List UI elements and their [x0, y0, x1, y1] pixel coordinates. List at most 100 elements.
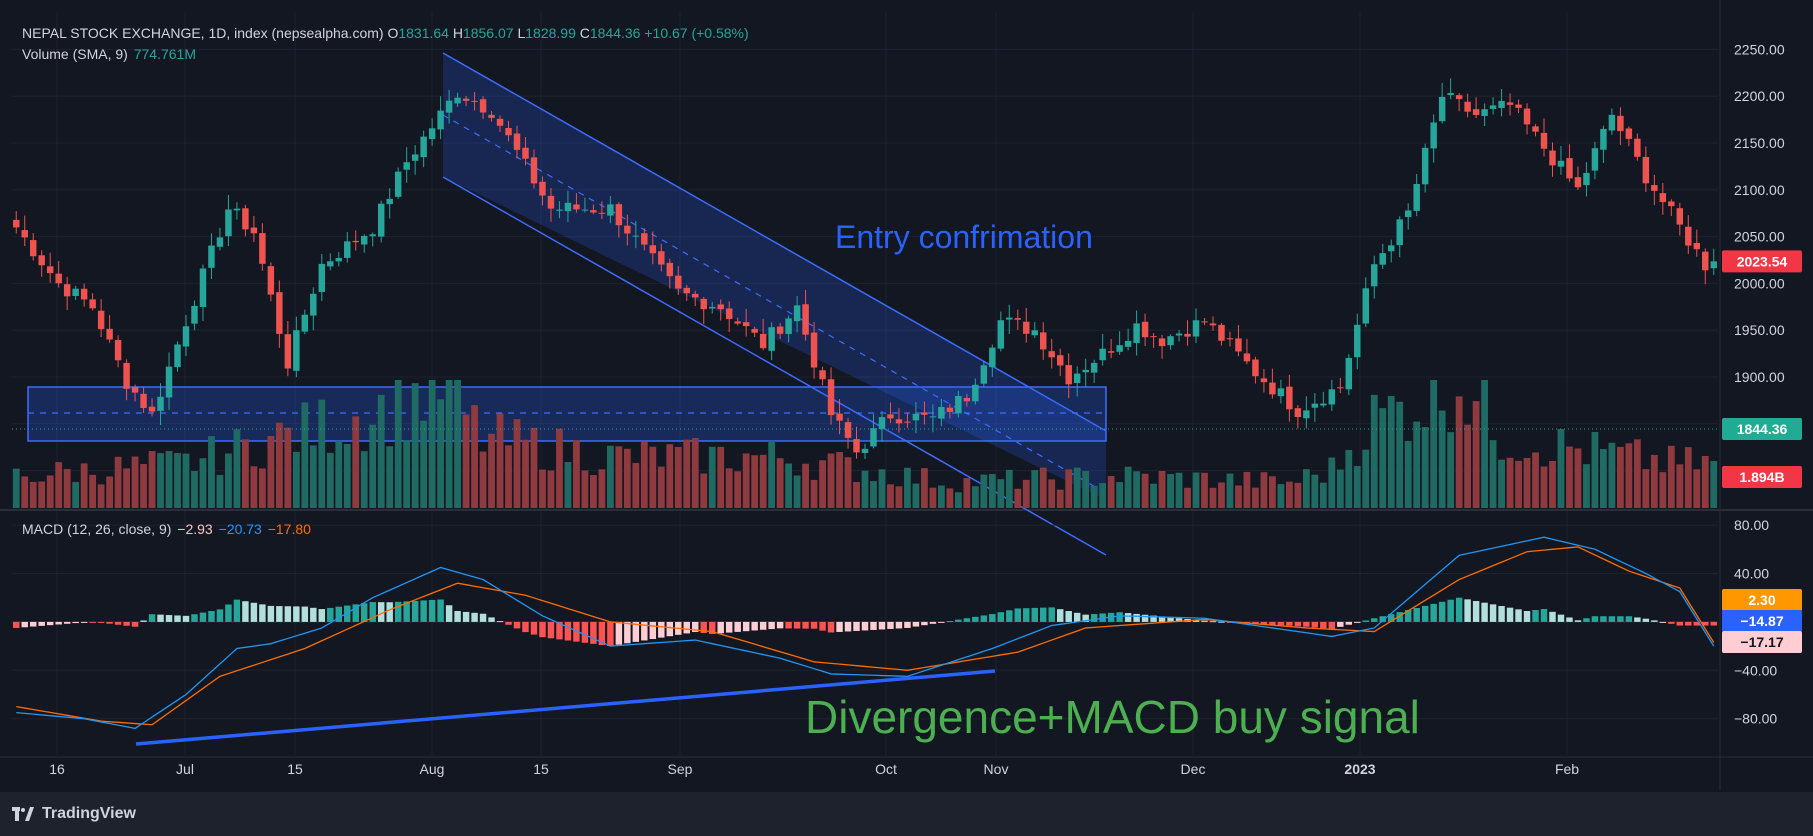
candle — [607, 196, 614, 224]
macd-histogram-bar — [624, 621, 631, 644]
candle-body — [624, 225, 631, 234]
current-price-badge: 1844.36 — [1722, 418, 1802, 441]
candle-body — [632, 235, 640, 237]
candle-body — [590, 210, 597, 213]
candle-body — [1532, 126, 1539, 132]
volume-bar — [182, 453, 190, 508]
candle — [751, 326, 758, 338]
candle-body — [692, 293, 699, 298]
candle-body — [547, 195, 555, 209]
candle-body — [759, 333, 767, 349]
macd-histogram-bar — [233, 599, 241, 622]
macd-histogram-bar — [225, 604, 232, 622]
volume-bar — [1676, 464, 1684, 508]
candle-body — [114, 340, 122, 361]
volume-bar — [208, 436, 215, 508]
volume-bar — [267, 435, 275, 508]
candle — [225, 194, 232, 247]
macd-histogram-bar — [89, 621, 96, 623]
candle — [29, 233, 37, 261]
volume-bar — [1472, 401, 1480, 508]
last-price-badge: 2023.54 — [1722, 250, 1802, 273]
candle — [768, 322, 775, 361]
macd-histogram-bar — [1651, 620, 1658, 622]
candle-body — [946, 407, 954, 412]
candle-body — [827, 379, 835, 416]
candle-body — [1286, 386, 1293, 410]
candle — [1006, 304, 1013, 334]
candle-body — [496, 118, 504, 126]
candle — [267, 262, 275, 302]
macd-histogram-bar — [921, 621, 928, 626]
candle-body — [1209, 323, 1217, 326]
volume-bar — [1455, 396, 1463, 508]
candle-body — [785, 318, 792, 334]
macd-histogram-bar — [437, 599, 444, 622]
candle-body — [997, 320, 1005, 349]
volume-bar — [1260, 472, 1268, 508]
macd-histogram-bar — [199, 612, 207, 622]
macd-histogram-bar — [1277, 621, 1285, 626]
volume-bar — [1319, 482, 1327, 508]
candle — [199, 264, 207, 321]
macd-histogram-bar — [1269, 621, 1276, 625]
macd-histogram-bar — [310, 607, 317, 622]
volume-bar — [657, 466, 665, 508]
macd-histogram-bar — [564, 621, 572, 641]
volume-bar — [1430, 380, 1438, 508]
macd-histogram-bar — [598, 621, 606, 645]
macd-histogram-bar — [1557, 614, 1565, 622]
candle — [793, 296, 801, 333]
candle — [1710, 248, 1717, 276]
macd-histogram-bar — [21, 621, 28, 628]
volume-bar — [386, 446, 394, 508]
macd-histogram-bar — [717, 621, 724, 634]
candle — [1634, 133, 1641, 161]
candle — [1489, 97, 1497, 115]
macd-histogram-bar — [1472, 601, 1480, 622]
volume-bar — [1116, 482, 1124, 508]
tradingview-logo[interactable]: TradingView — [12, 805, 136, 823]
candle — [38, 250, 45, 277]
macd-histogram-bar — [1141, 614, 1149, 622]
volume-bar — [759, 454, 767, 508]
volume-bar — [1311, 474, 1319, 508]
candle-body — [1702, 251, 1709, 271]
candle-body — [225, 209, 232, 237]
candle — [522, 137, 529, 166]
volume-bar — [1124, 466, 1132, 508]
candle-body — [361, 236, 368, 245]
volume-badge: 1.894B — [1722, 466, 1802, 488]
macd-label[interactable]: MACD (12, 26, close, 9) — [22, 521, 172, 537]
candle-body — [1472, 109, 1480, 115]
candle-body — [870, 428, 877, 447]
volume-bar — [954, 492, 962, 508]
macd-histogram-bar — [963, 618, 971, 622]
symbol-title[interactable]: NEPAL STOCK EXCHANGE, 1D, index (nepseal… — [22, 25, 384, 41]
candle — [1642, 146, 1650, 192]
macd-histogram-bar — [1702, 621, 1709, 626]
volume-label[interactable]: Volume (SMA, 9) — [22, 46, 128, 62]
volume-bar — [1328, 457, 1336, 508]
macd-histogram-bar — [174, 615, 181, 622]
macd-histogram-bar — [692, 621, 699, 632]
macd-histogram-bar — [997, 612, 1005, 622]
candle — [301, 309, 309, 335]
macd-histogram-bar — [148, 614, 156, 622]
macd-histogram-bar — [1031, 607, 1038, 622]
candle-body — [1320, 403, 1327, 406]
candle — [148, 398, 156, 417]
volume-bar — [1438, 410, 1446, 508]
volume-bar — [539, 469, 546, 508]
candle — [1566, 144, 1573, 182]
candle-body — [522, 147, 529, 159]
candle — [675, 266, 682, 295]
candle-body — [1218, 324, 1225, 341]
volume-bar — [1235, 485, 1242, 508]
candle — [989, 344, 996, 377]
macd-signal-value: −17.80 — [267, 521, 311, 537]
macd-histogram-bar — [1532, 610, 1539, 622]
volume-bar — [802, 463, 809, 508]
macd-histogram-bar — [658, 621, 665, 638]
